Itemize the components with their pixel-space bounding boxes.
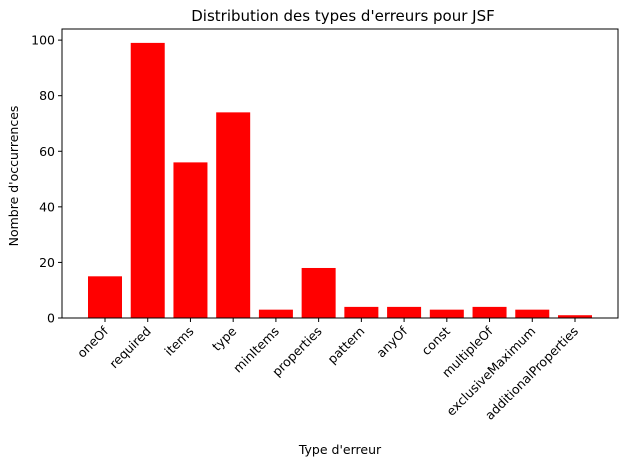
y-axis-ticks: 0 20 40 60 80 100 (31, 33, 62, 326)
bar-additionalProperties (558, 315, 592, 318)
bars-group (88, 42, 592, 319)
bar-properties (301, 267, 336, 318)
y-tick-label: 60 (39, 144, 55, 159)
bar-items (173, 162, 208, 318)
y-tick-label: 40 (39, 199, 55, 214)
x-axis-label: Type d'erreur (298, 442, 382, 457)
y-tick-label: 0 (47, 311, 55, 326)
bar-anyOf (387, 306, 422, 318)
y-axis-label: Nombre d'occurrences (6, 106, 21, 247)
bar-required (130, 42, 165, 319)
chart-title: Distribution des types d'erreurs pour JS… (191, 7, 495, 25)
plot-frame (61, 28, 619, 319)
bar-pattern (344, 306, 379, 318)
bar-exclusiveMaximum (515, 309, 550, 318)
bar-minItems (258, 309, 293, 318)
y-tick-label: 100 (31, 33, 55, 48)
bar-multipleOf (472, 306, 507, 318)
y-tick-label: 20 (39, 255, 55, 270)
bar-oneOf (88, 276, 122, 318)
bar-const (429, 309, 464, 318)
y-tick-label: 80 (39, 88, 55, 103)
bar-type (216, 112, 251, 318)
